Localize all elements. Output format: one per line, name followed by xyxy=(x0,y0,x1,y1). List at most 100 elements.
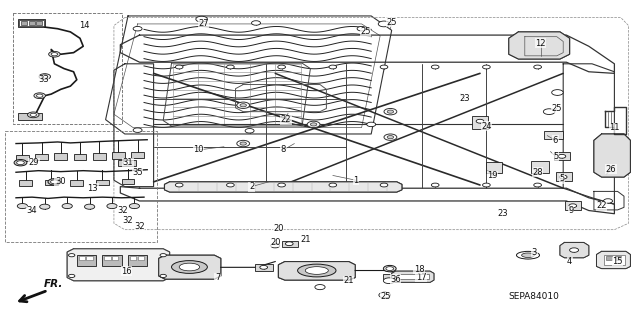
Circle shape xyxy=(384,134,397,140)
Circle shape xyxy=(68,274,75,278)
Circle shape xyxy=(260,265,268,269)
Text: 32: 32 xyxy=(134,222,145,231)
Bar xyxy=(104,256,111,260)
Circle shape xyxy=(245,129,254,133)
Text: 21: 21 xyxy=(301,235,311,244)
Circle shape xyxy=(160,274,166,278)
Text: 9: 9 xyxy=(568,206,573,215)
Text: 20: 20 xyxy=(270,238,280,247)
Bar xyxy=(112,256,118,260)
Text: 6: 6 xyxy=(553,136,558,145)
Text: 25: 25 xyxy=(387,18,397,27)
Polygon shape xyxy=(596,251,630,269)
Bar xyxy=(19,180,32,186)
Bar xyxy=(544,131,563,139)
Text: 26: 26 xyxy=(606,165,616,174)
Text: 14: 14 xyxy=(79,21,90,30)
Bar xyxy=(383,274,399,279)
Bar xyxy=(131,152,144,158)
Bar xyxy=(16,155,29,161)
Bar xyxy=(18,113,42,120)
Circle shape xyxy=(329,183,337,187)
Circle shape xyxy=(123,160,132,165)
Text: 11: 11 xyxy=(609,123,620,132)
Bar xyxy=(77,255,96,266)
Text: 32: 32 xyxy=(118,206,128,215)
Text: 28: 28 xyxy=(532,168,543,177)
Circle shape xyxy=(483,183,490,187)
Text: 23: 23 xyxy=(460,94,470,103)
Circle shape xyxy=(107,204,117,209)
Polygon shape xyxy=(164,182,402,192)
Text: 23: 23 xyxy=(497,209,508,218)
Circle shape xyxy=(34,93,45,99)
Ellipse shape xyxy=(516,251,540,259)
Bar xyxy=(35,154,48,160)
Bar xyxy=(282,241,298,247)
Circle shape xyxy=(543,109,555,115)
Bar xyxy=(79,256,85,260)
Circle shape xyxy=(380,65,388,69)
Polygon shape xyxy=(67,249,170,281)
Circle shape xyxy=(569,204,577,208)
Bar xyxy=(554,152,570,160)
Circle shape xyxy=(384,108,397,115)
Circle shape xyxy=(387,136,394,139)
Bar xyxy=(86,256,93,260)
Circle shape xyxy=(129,204,140,209)
Text: FR.: FR. xyxy=(44,279,63,289)
Circle shape xyxy=(62,204,72,209)
Text: 22: 22 xyxy=(596,201,607,210)
Bar xyxy=(606,256,612,260)
Circle shape xyxy=(175,183,183,187)
Circle shape xyxy=(68,254,75,257)
Circle shape xyxy=(40,204,50,209)
Text: 21: 21 xyxy=(344,276,354,285)
Circle shape xyxy=(28,112,39,118)
Circle shape xyxy=(559,175,567,179)
Text: 2: 2 xyxy=(249,182,254,191)
Circle shape xyxy=(383,265,396,272)
Text: 1: 1 xyxy=(353,176,358,185)
Circle shape xyxy=(17,161,24,165)
Circle shape xyxy=(379,292,390,298)
Text: 25: 25 xyxy=(360,27,371,36)
Text: 10: 10 xyxy=(193,145,204,154)
Text: 13: 13 xyxy=(88,184,98,193)
Text: 35: 35 xyxy=(132,168,143,177)
Circle shape xyxy=(240,142,246,145)
Text: 16: 16 xyxy=(122,267,132,276)
Ellipse shape xyxy=(305,267,328,274)
Circle shape xyxy=(42,75,48,78)
Text: 20: 20 xyxy=(273,224,284,233)
Text: 15: 15 xyxy=(612,257,623,266)
Circle shape xyxy=(386,267,394,271)
Bar xyxy=(21,21,27,25)
Polygon shape xyxy=(509,32,570,59)
Circle shape xyxy=(570,248,579,252)
Bar xyxy=(93,153,106,160)
Bar xyxy=(45,180,58,185)
Text: 25: 25 xyxy=(380,292,390,301)
Bar xyxy=(29,21,35,25)
Circle shape xyxy=(329,65,337,69)
Circle shape xyxy=(133,128,142,132)
Bar xyxy=(112,152,125,159)
Text: 19: 19 xyxy=(488,171,498,180)
Circle shape xyxy=(380,183,388,187)
Bar xyxy=(122,179,134,184)
Ellipse shape xyxy=(172,261,207,273)
Text: 12: 12 xyxy=(536,39,546,48)
Circle shape xyxy=(285,242,293,246)
Circle shape xyxy=(534,183,541,187)
Circle shape xyxy=(36,94,43,97)
Circle shape xyxy=(160,254,166,257)
Bar xyxy=(556,172,572,181)
Text: 5: 5 xyxy=(553,152,558,161)
Text: 4: 4 xyxy=(567,257,572,266)
Circle shape xyxy=(552,90,563,95)
Bar xyxy=(36,21,42,25)
Text: 33: 33 xyxy=(38,75,49,84)
Circle shape xyxy=(51,53,58,56)
Text: 36: 36 xyxy=(390,275,401,284)
